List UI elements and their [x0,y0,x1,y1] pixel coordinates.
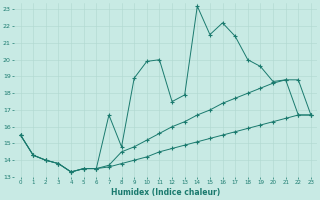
X-axis label: Humidex (Indice chaleur): Humidex (Indice chaleur) [111,188,220,197]
